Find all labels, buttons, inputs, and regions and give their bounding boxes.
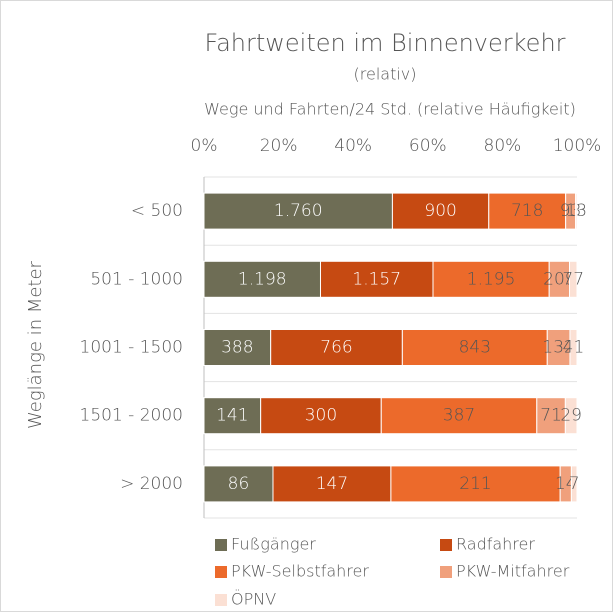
legend-label: PKW-Mitfahrer <box>456 562 570 581</box>
data-label: 1.157 <box>352 269 401 289</box>
legend-swatch <box>215 566 227 578</box>
chart-title: Fahrtweiten im Binnenverkehr <box>204 29 565 57</box>
x-tick-label: 100% <box>553 136 602 156</box>
data-label: 766 <box>320 338 352 358</box>
legend-label: Radfahrer <box>456 535 535 554</box>
bar-segment <box>260 397 382 435</box>
legend-label: Fußgänger <box>231 535 316 554</box>
data-label: 132 <box>542 338 574 358</box>
y-tick-label: 501 - 1000 <box>90 269 183 289</box>
data-label: 209 <box>543 269 575 289</box>
data-label: 41 <box>563 338 585 358</box>
chart-subtitle: (relativ) <box>354 65 417 84</box>
legend-swatch <box>215 539 227 551</box>
y-axis-title: Weglänge in Meter <box>25 260 46 429</box>
x-tick-label: 60% <box>409 136 447 156</box>
data-label: 387 <box>443 406 475 426</box>
y-tick-label: 1001 - 1500 <box>80 338 183 358</box>
x-axis-title: Wege und Fahrten/24 Std. (relative Häufi… <box>204 100 576 119</box>
legend-swatch <box>440 539 452 551</box>
bar-segment <box>272 465 392 503</box>
bar-segment <box>391 192 490 230</box>
data-label: 147 <box>316 474 348 494</box>
data-label: 86 <box>228 474 250 494</box>
x-tick-label: 0% <box>191 136 218 156</box>
bar-segment <box>203 260 321 298</box>
bar-segment <box>401 329 548 366</box>
data-label: 29 <box>560 406 582 426</box>
data-label: 718 <box>511 201 543 221</box>
x-tick-label: 80% <box>484 136 522 156</box>
bar-segment <box>203 397 262 435</box>
bar-segment <box>319 260 434 298</box>
data-label: 1.195 <box>467 269 516 289</box>
x-tick-label: 20% <box>260 136 298 156</box>
x-tick-label: 40% <box>334 136 372 156</box>
data-label: 843 <box>459 338 491 358</box>
y-tick-label: > 2000 <box>120 474 183 494</box>
data-label: 211 <box>459 474 491 494</box>
legend-label: ÖPNV <box>231 590 276 609</box>
data-label: 900 <box>424 201 456 221</box>
bar-segment <box>575 192 578 230</box>
y-tick-label: < 500 <box>131 201 183 221</box>
bar-segment <box>564 397 578 435</box>
bar-segment <box>536 397 566 435</box>
data-label: 7 <box>569 474 580 494</box>
data-label: 300 <box>305 406 337 426</box>
data-label: 1.198 <box>238 269 287 289</box>
bar-segment <box>203 465 274 503</box>
data-label: 388 <box>221 338 253 358</box>
bar-segment <box>488 192 567 230</box>
legend-swatch <box>440 566 452 578</box>
bar-segment <box>569 329 578 366</box>
data-label: 13 <box>565 201 587 221</box>
bar-segment <box>203 329 272 366</box>
data-label: 71 <box>540 406 562 426</box>
data-label: 1.760 <box>274 201 323 221</box>
bar-segment <box>570 465 578 503</box>
bar-segment <box>569 260 578 298</box>
legend-swatch <box>215 594 227 606</box>
y-tick-label: 1501 - 2000 <box>80 406 183 426</box>
data-label: 77 <box>562 269 584 289</box>
bar-segment <box>203 192 393 230</box>
legend-label: PKW-Selbstfahrer <box>231 562 369 581</box>
bar-segment <box>432 260 550 298</box>
data-label: 141 <box>216 406 248 426</box>
bar-segment <box>380 397 538 435</box>
